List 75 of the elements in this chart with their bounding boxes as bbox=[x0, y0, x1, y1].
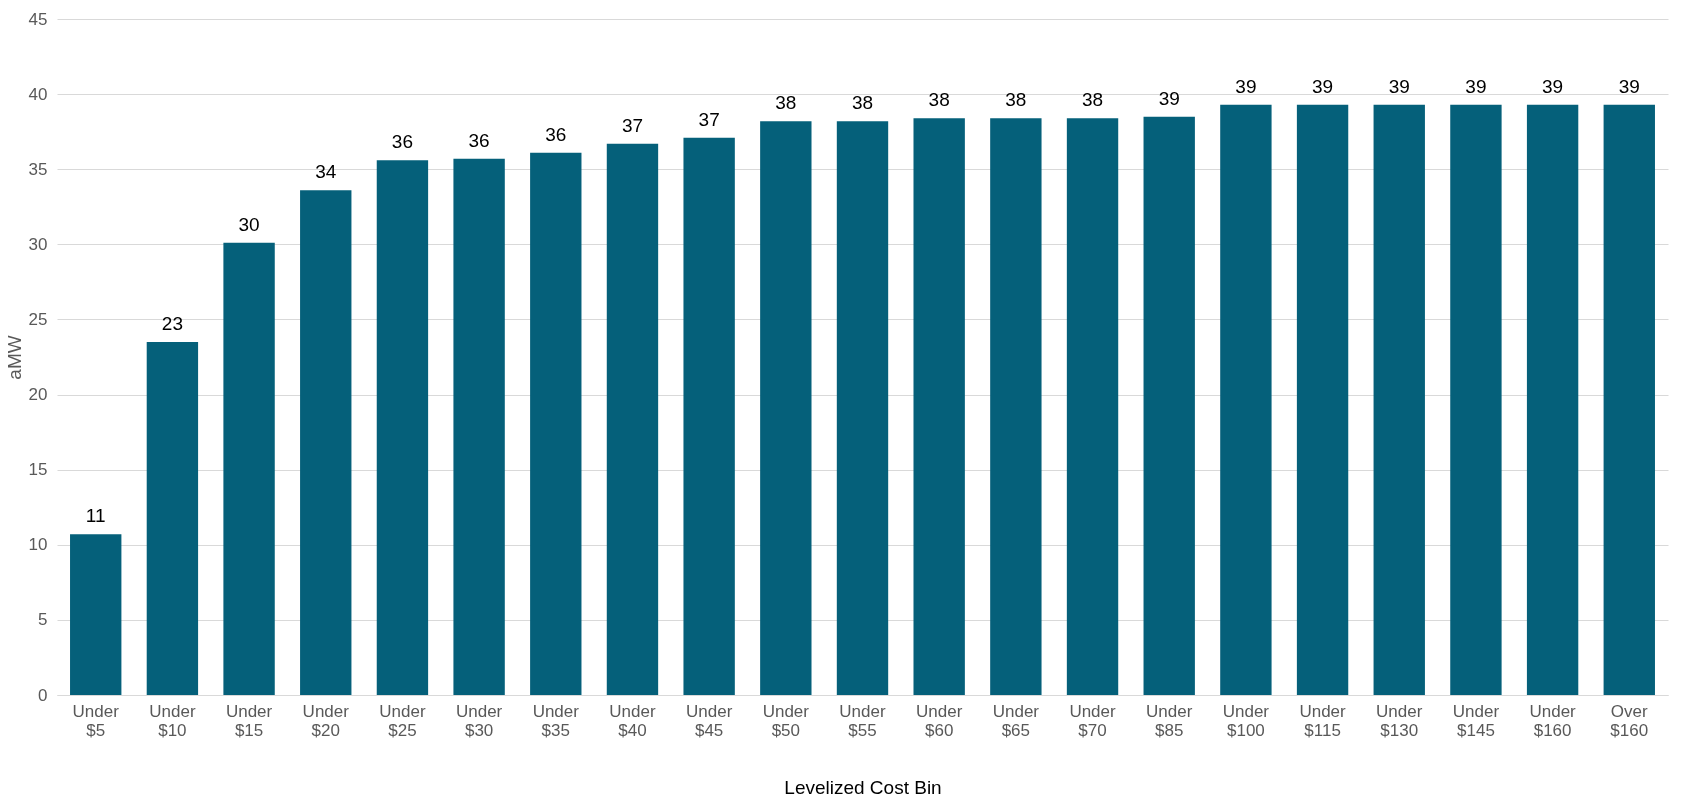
bar bbox=[606, 143, 659, 695]
bar bbox=[1220, 104, 1272, 695]
bar bbox=[1373, 104, 1425, 695]
data-label: 39 bbox=[1312, 75, 1334, 97]
y-tick-label: 40 bbox=[28, 84, 48, 104]
y-tick-label: 5 bbox=[38, 610, 48, 630]
data-label: 36 bbox=[391, 131, 413, 153]
data-label: 39 bbox=[1235, 75, 1257, 97]
x-tick-label: Under $160 bbox=[1529, 701, 1577, 740]
x-axis-title: Levelized Cost Bin bbox=[784, 776, 942, 798]
data-label: 39 bbox=[1542, 75, 1564, 97]
bar bbox=[760, 121, 812, 695]
y-tick-label: 35 bbox=[28, 159, 48, 179]
x-tick-label: Under $10 bbox=[149, 701, 196, 740]
y-tick-label: 20 bbox=[28, 385, 48, 405]
x-tick-label: Under $85 bbox=[1146, 701, 1193, 740]
x-tick-label: Over $160 bbox=[1610, 701, 1649, 740]
data-label: 38 bbox=[1005, 89, 1027, 111]
data-label: 37 bbox=[621, 114, 644, 136]
bar bbox=[836, 121, 889, 695]
x-tick-label: Under $45 bbox=[685, 701, 733, 740]
x-tick-label: Under $115 bbox=[1299, 701, 1347, 740]
x-tick-label: Under $25 bbox=[379, 701, 426, 740]
bar bbox=[913, 118, 965, 695]
x-tick-label: Under $40 bbox=[609, 701, 656, 740]
y-axis-title: aMW bbox=[3, 335, 25, 380]
x-tick-label: Under $100 bbox=[1222, 701, 1270, 740]
bar bbox=[223, 242, 275, 695]
data-label: 38 bbox=[928, 89, 950, 111]
data-label: 38 bbox=[775, 92, 797, 114]
x-tick-label: Under $55 bbox=[839, 701, 886, 740]
x-tick-label: Under $35 bbox=[532, 701, 580, 740]
data-label: 39 bbox=[1618, 75, 1640, 97]
y-tick-label: 45 bbox=[28, 9, 48, 29]
bar bbox=[990, 118, 1042, 695]
bar bbox=[376, 160, 429, 695]
bar bbox=[300, 190, 352, 695]
x-tick-label: Under $50 bbox=[762, 701, 810, 740]
bar bbox=[530, 152, 582, 695]
bar bbox=[1066, 118, 1119, 695]
data-label: 23 bbox=[161, 312, 183, 334]
y-tick-label: 15 bbox=[28, 460, 48, 480]
data-label: 38 bbox=[1081, 89, 1104, 111]
bar bbox=[1526, 104, 1579, 695]
y-tick-label: 25 bbox=[28, 309, 48, 329]
bar bbox=[146, 341, 199, 695]
data-label: 36 bbox=[545, 123, 567, 145]
data-label: 36 bbox=[468, 129, 490, 151]
data-label: 38 bbox=[851, 92, 874, 114]
x-tick-label: Under $70 bbox=[1069, 701, 1117, 740]
x-tick-label: Under $30 bbox=[455, 701, 503, 740]
x-tick-label: Under $15 bbox=[225, 701, 273, 740]
data-label: 39 bbox=[1388, 75, 1410, 97]
data-label: 30 bbox=[238, 213, 260, 235]
x-tick-label: Under $5 bbox=[72, 701, 120, 740]
bar bbox=[1143, 116, 1195, 695]
bar bbox=[683, 137, 735, 695]
data-label: 37 bbox=[698, 108, 720, 130]
x-tick-label: Under $65 bbox=[992, 701, 1040, 740]
bar bbox=[453, 158, 505, 695]
y-tick-label: 10 bbox=[28, 535, 48, 555]
x-tick-label: Under $145 bbox=[1452, 701, 1500, 740]
bar bbox=[1296, 104, 1349, 695]
data-label: 39 bbox=[1158, 87, 1180, 109]
data-label: 11 bbox=[85, 505, 106, 527]
bar bbox=[1603, 104, 1655, 695]
bar bbox=[1450, 104, 1502, 695]
x-tick-label: Under $130 bbox=[1376, 701, 1423, 740]
y-tick-label: 30 bbox=[28, 234, 48, 254]
data-label: 34 bbox=[315, 161, 337, 183]
data-label: 39 bbox=[1465, 75, 1487, 97]
x-tick-label: Under $60 bbox=[916, 701, 963, 740]
y-tick-label: 0 bbox=[38, 685, 48, 705]
x-tick-label: Under $20 bbox=[302, 701, 350, 740]
bar bbox=[70, 534, 122, 695]
